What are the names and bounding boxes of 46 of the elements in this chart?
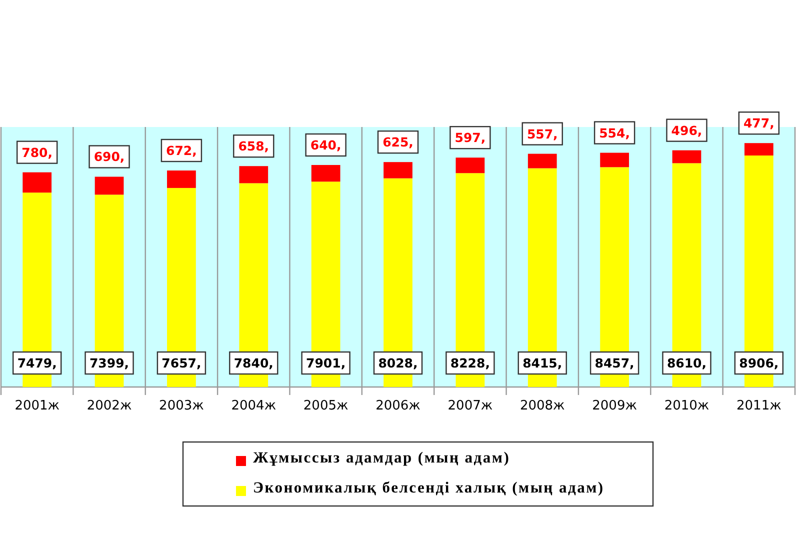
x-tick-label: 2002ж xyxy=(86,398,132,414)
data-label: 7479, xyxy=(17,356,57,370)
x-tick-label: 2004ж xyxy=(231,398,276,414)
data-label: 7399, xyxy=(90,356,130,370)
bar xyxy=(672,150,702,164)
data-label: 8415, xyxy=(522,356,562,370)
x-tick-label: 2001ж xyxy=(14,398,60,414)
data-label: 557, xyxy=(526,126,558,142)
data-label: 477, xyxy=(743,116,774,131)
data-label: 554, xyxy=(599,125,630,140)
data-label: 8228, xyxy=(450,356,490,370)
bar xyxy=(94,176,124,195)
data-label: 8028, xyxy=(378,356,418,370)
bar xyxy=(528,154,557,168)
x-tick-label: 2008ж xyxy=(520,398,566,414)
data-label: 8906, xyxy=(739,356,779,370)
bar xyxy=(456,158,485,174)
data-label: 7840, xyxy=(234,356,274,370)
data-label: 672, xyxy=(166,142,197,158)
data-label: 640, xyxy=(310,137,342,152)
bar xyxy=(167,170,196,188)
bar xyxy=(600,152,629,168)
x-tick-label: 2003ж xyxy=(159,398,204,414)
data-label: 597, xyxy=(454,130,486,146)
x-tick-label: 2007ж xyxy=(448,398,493,414)
legend-label: Жұмыссыз адамдар (мың адам) xyxy=(253,450,510,466)
data-label: 8610, xyxy=(666,356,706,370)
x-tick-label: 2009ж xyxy=(592,398,638,414)
data-label: 690, xyxy=(94,149,125,164)
bar xyxy=(384,162,412,178)
data-label: 7657, xyxy=(162,356,202,370)
data-label: 7901, xyxy=(306,356,346,370)
data-label: 780, xyxy=(22,144,53,160)
x-tick-label: 2011ж xyxy=(736,398,782,414)
data-label: 658, xyxy=(238,138,270,154)
data-label: 625, xyxy=(382,134,414,150)
data-label: 8457, xyxy=(594,356,634,370)
bar xyxy=(311,164,340,182)
x-tick-label: 2006ж xyxy=(376,398,421,414)
x-tick-label: 2005ж xyxy=(303,398,349,414)
bar xyxy=(744,143,774,156)
data-label: 496, xyxy=(671,122,702,138)
x-tick-label: 2010ж xyxy=(664,398,710,414)
bar xyxy=(239,166,268,184)
bar xyxy=(22,172,52,193)
legend-label: Экономикалық белсенді халық (мың адам) xyxy=(253,480,604,496)
